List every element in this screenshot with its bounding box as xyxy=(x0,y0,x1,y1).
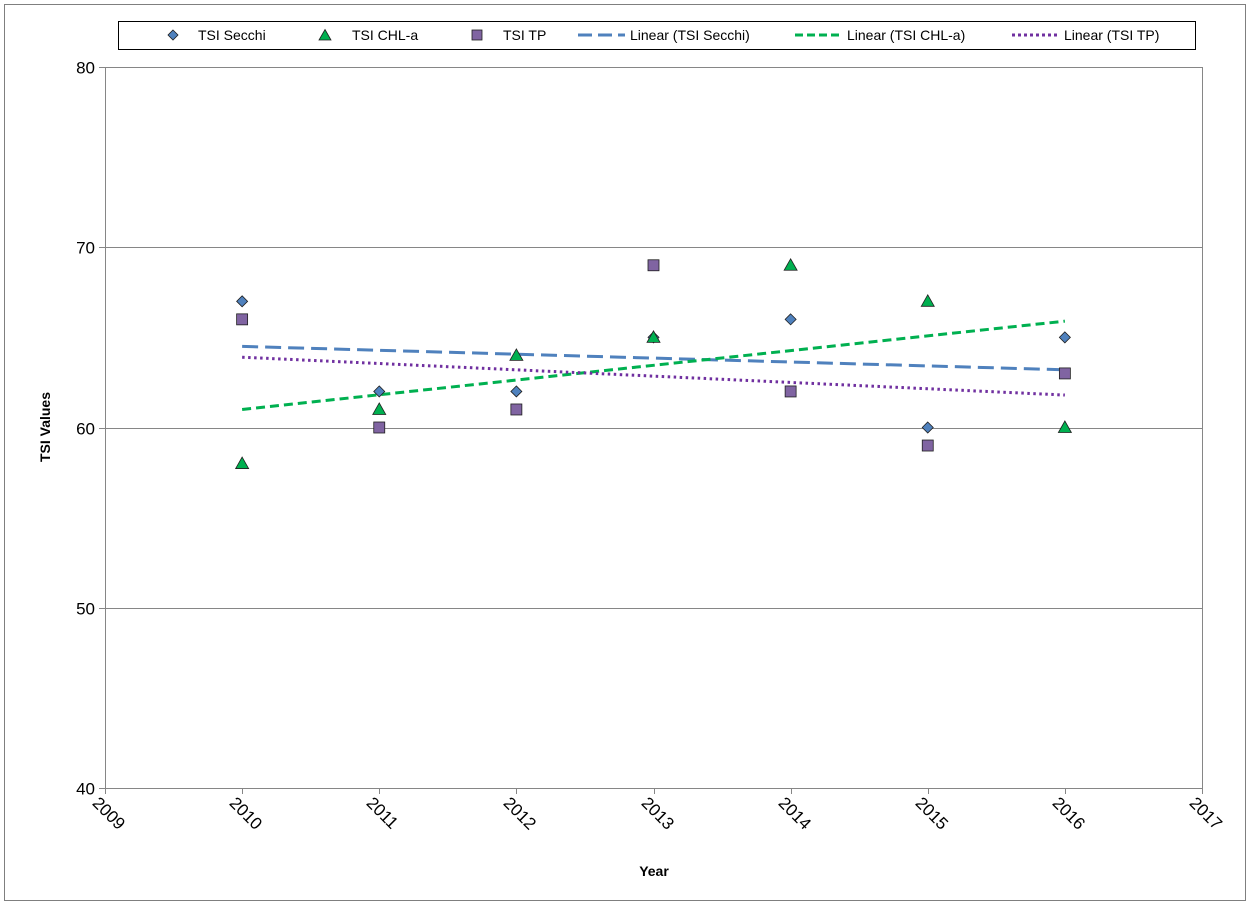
legend-label-tsi-chl-a: TSI CHL-a xyxy=(352,27,418,43)
chart-border xyxy=(4,4,1246,901)
point-tsi-tp xyxy=(510,403,523,416)
legend-label-linear-tsi-secchi: Linear (TSI Secchi) xyxy=(630,27,750,43)
point-tsi-tp xyxy=(373,421,386,434)
gridlines xyxy=(105,67,1202,609)
point-tsi-tp xyxy=(784,385,797,398)
x-axis-title: Year xyxy=(639,863,669,879)
y-tick-label: 80 xyxy=(76,59,95,78)
point-tsi-secchi xyxy=(236,295,249,308)
y-tick-label: 70 xyxy=(76,239,95,258)
point-tsi-chl-a xyxy=(1057,420,1073,433)
legend-triangle-marker xyxy=(318,28,332,41)
y-axis-title: TSI Values xyxy=(37,392,53,462)
point-tsi-chl-a xyxy=(509,348,524,361)
point-tsi-chl-a xyxy=(783,257,798,271)
trendlines xyxy=(241,319,1066,411)
legend-label-tsi-secchi: TSI Secchi xyxy=(198,27,266,43)
legend: TSI Secchi TSI CHL-a TSI TP Linear (TSI … xyxy=(118,21,1196,50)
legend-item-tsi-chl-a: TSI CHL-a xyxy=(318,27,418,43)
legend-label-linear-tsi-chl-a: Linear (TSI CHL-a) xyxy=(847,27,965,43)
legend-label-linear-tsi-tp: Linear (TSI TP) xyxy=(1064,27,1159,43)
point-tsi-tp xyxy=(921,439,934,452)
point-tsi-chl-a xyxy=(234,456,250,469)
legend-item-tsi-tp: TSI TP xyxy=(471,27,546,43)
point-tsi-chl-a xyxy=(920,294,935,307)
legend-label-tsi-tp: TSI TP xyxy=(503,27,546,43)
legend-square-marker xyxy=(471,29,483,41)
legend-item-linear-tsi-chl-a: Linear (TSI CHL-a) xyxy=(795,27,965,43)
point-tsi-secchi xyxy=(784,313,797,326)
y-tick-label: 60 xyxy=(76,420,95,439)
point-tsi-chl-a xyxy=(372,402,387,415)
legend-box xyxy=(118,21,1196,50)
trendline-tsi-tp xyxy=(242,355,1065,397)
point-tsi-tp xyxy=(236,313,249,326)
y-tick-label: 50 xyxy=(76,600,95,619)
point-tsi-secchi xyxy=(921,421,934,434)
point-tsi-secchi xyxy=(1058,331,1071,344)
trendline-tsi-chl-a xyxy=(241,319,1066,411)
legend-item-linear-tsi-secchi: Linear (TSI Secchi) xyxy=(578,27,750,43)
legend-item-linear-tsi-tp: Linear (TSI TP) xyxy=(1012,27,1159,43)
y-tick-label: 40 xyxy=(76,780,95,799)
point-tsi-chl-a xyxy=(646,330,661,343)
legend-diamond-marker xyxy=(167,29,179,41)
axes xyxy=(99,67,1203,794)
data-points xyxy=(234,257,1073,469)
point-tsi-tp xyxy=(647,259,660,272)
point-tsi-secchi xyxy=(373,385,386,398)
legend-item-tsi-secchi: TSI Secchi xyxy=(167,27,266,43)
point-tsi-secchi xyxy=(510,385,523,398)
point-tsi-tp xyxy=(1058,367,1071,380)
